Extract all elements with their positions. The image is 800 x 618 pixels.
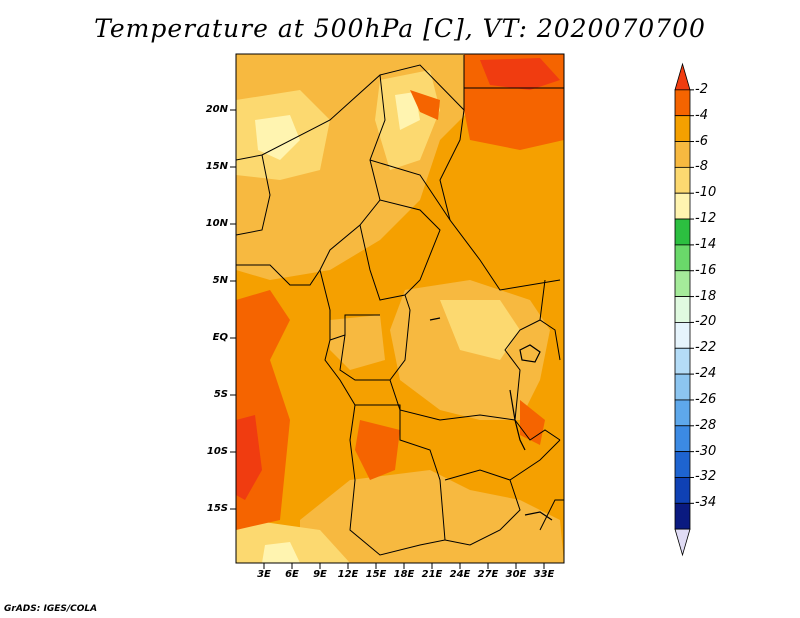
colorbar-label: -18 <box>695 288 717 304</box>
colorbar-swatch <box>674 89 691 117</box>
lat-label: 5N <box>212 275 228 286</box>
lat-label: 5S <box>213 389 228 400</box>
lakes <box>429 317 553 521</box>
colorbar-swatch <box>674 192 691 220</box>
lat-label: EQ <box>212 332 228 343</box>
colorbar-swatch <box>674 62 691 91</box>
lon-label: 12E <box>337 569 359 580</box>
colorbar-label: -28 <box>695 417 717 433</box>
colorbar-label: -22 <box>695 340 717 356</box>
temperature-field <box>236 54 564 563</box>
lon-label: 6E <box>285 569 299 580</box>
lon-label: 33E <box>533 569 555 580</box>
colorbar-swatch <box>674 425 691 453</box>
lon-label: 30E <box>505 569 527 580</box>
lon-label: 9E <box>313 569 327 580</box>
colorbar-swatch <box>674 296 691 323</box>
colorbar-label: -24 <box>695 366 717 382</box>
lon-label: 21E <box>421 569 443 580</box>
map-frame <box>235 53 565 564</box>
colorbar-label: -14 <box>695 236 717 252</box>
lat-label: 10S <box>206 446 228 457</box>
colorbar-label: -2 <box>695 81 708 97</box>
lon-label: 18E <box>393 569 415 580</box>
colorbar-swatch <box>674 451 691 478</box>
colorbar-swatch <box>674 141 691 168</box>
colorbar-label: -20 <box>695 314 717 330</box>
colorbar-label: -4 <box>695 107 708 123</box>
axis-ticks <box>230 109 545 569</box>
lon-label: 24E <box>449 569 471 580</box>
colorbar-label: -32 <box>695 469 717 485</box>
colorbar-swatch <box>674 528 691 557</box>
colorbar-swatch <box>674 322 691 349</box>
colorbar <box>674 62 694 557</box>
lat-label: 15N <box>205 161 228 172</box>
lat-label: 10N <box>205 218 228 229</box>
chart-title: Temperature at 500hPa [C], VT: 202007070… <box>94 14 706 43</box>
lon-label: 27E <box>477 569 499 580</box>
lat-label: 15S <box>206 503 228 514</box>
colorbar-swatch <box>674 399 691 427</box>
colorbar-label: -12 <box>695 211 717 227</box>
colorbar-swatch <box>674 166 691 194</box>
lon-label: 3E <box>257 569 271 580</box>
grads-credit: GrADS: IGES/COLA <box>4 604 98 614</box>
colorbar-swatch <box>674 477 691 504</box>
colorbar-label: -8 <box>695 159 708 175</box>
colorbar-swatch <box>674 347 691 375</box>
lat-label: 20N <box>205 104 228 115</box>
colorbar-swatch <box>674 115 691 142</box>
colorbar-swatch <box>674 218 691 246</box>
colorbar-swatch <box>674 244 691 272</box>
colorbar-label: -30 <box>695 443 717 459</box>
colorbar-label: -34 <box>695 495 717 511</box>
colorbar-label: -10 <box>695 185 717 201</box>
country-borders <box>236 55 564 556</box>
colorbar-label: -16 <box>695 262 717 278</box>
colorbar-label: -6 <box>695 133 708 149</box>
colorbar-swatch <box>674 502 691 530</box>
colorbar-swatch <box>674 270 691 297</box>
colorbar-label: -26 <box>695 391 717 407</box>
lon-label: 15E <box>365 569 387 580</box>
colorbar-swatch <box>674 373 691 401</box>
